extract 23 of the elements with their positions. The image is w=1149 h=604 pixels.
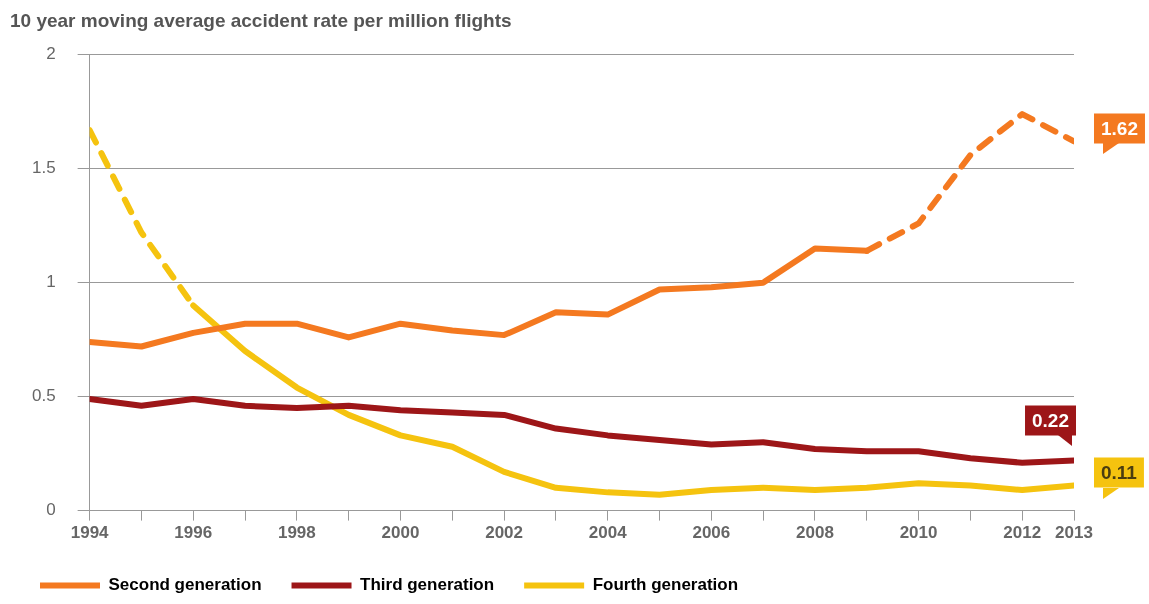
data-label: 0.22 <box>1032 409 1069 431</box>
x-tick-label: 2010 <box>899 523 938 543</box>
x-tick-label: 2008 <box>796 523 834 543</box>
legend-label: Second generation <box>108 575 262 595</box>
data-label: 0.11 <box>1101 461 1138 483</box>
x-tick-label: 2000 <box>381 523 420 543</box>
y-tick-label: 2 <box>46 44 56 64</box>
x-tick-label: 2013 <box>1055 523 1093 543</box>
y-tick-label: 0.5 <box>31 386 56 406</box>
y-tick-label: 1 <box>46 272 56 292</box>
y-tick-label: 0 <box>46 500 56 520</box>
x-tick-label: 2006 <box>692 523 731 543</box>
data-label: 1.62 <box>1101 117 1138 139</box>
chart-title: 10 year moving average accident rate per million flights <box>10 9 512 31</box>
x-tick-label: 1998 <box>277 523 316 543</box>
legend-label: Third generation <box>360 575 495 595</box>
x-tick-label: 1994 <box>70 523 110 543</box>
x-tick-label: 1996 <box>174 523 213 543</box>
x-tick-label: 2004 <box>588 523 628 543</box>
y-tick-label: 1.5 <box>31 158 56 178</box>
x-tick-label: 2002 <box>485 523 524 543</box>
legend-label: Fourth generation <box>592 575 739 595</box>
x-tick-label: 2012 <box>1003 523 1042 543</box>
